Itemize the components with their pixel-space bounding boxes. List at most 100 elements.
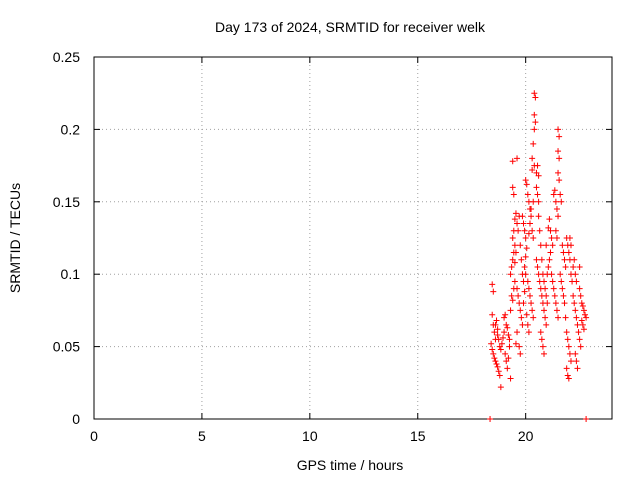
- data-point: [519, 213, 526, 220]
- data-point: [488, 340, 495, 347]
- data-point: [536, 227, 543, 234]
- data-point: [521, 227, 528, 234]
- data-point: [531, 111, 538, 118]
- data-point: [552, 227, 559, 234]
- data-point: [567, 358, 574, 365]
- data-point: [489, 311, 496, 318]
- chart-title: Day 173 of 2024, SRMTID for receiver wel…: [215, 19, 486, 35]
- data-point: [551, 292, 558, 299]
- data-point: [530, 140, 537, 147]
- data-point: [571, 300, 578, 307]
- data-point: [524, 321, 531, 328]
- data-point: [558, 198, 565, 205]
- data-point: [490, 288, 497, 295]
- data-point: [565, 343, 572, 350]
- data-point: [494, 332, 501, 339]
- data-point: [511, 259, 518, 266]
- data-point: [543, 321, 550, 328]
- data-point: [562, 314, 569, 321]
- y-tick-label: 0.05: [53, 339, 80, 355]
- data-point: [566, 350, 573, 357]
- data-point: [548, 235, 555, 241]
- data-point: [491, 329, 498, 336]
- data-point: [525, 329, 532, 336]
- data-point: [537, 285, 544, 292]
- data-point: [506, 336, 513, 343]
- data-point: [573, 278, 580, 285]
- data-point: [523, 311, 530, 318]
- data-point: [564, 336, 571, 343]
- data-point: [552, 300, 559, 307]
- data-point: [521, 263, 528, 270]
- data-point: [515, 227, 522, 234]
- data-point: [494, 363, 501, 370]
- data-point: [497, 384, 504, 391]
- data-point: [538, 292, 545, 299]
- data-point: [555, 314, 562, 321]
- data-point: [572, 350, 579, 357]
- data-point: [501, 329, 508, 336]
- y-axis-label: SRMTID / TECUs: [7, 183, 23, 293]
- data-point: [577, 292, 584, 299]
- data-point: [500, 334, 507, 341]
- data-point: [487, 416, 494, 422]
- y-tick-label: 0.15: [53, 194, 80, 210]
- data-point: [526, 220, 533, 227]
- data-point: [523, 245, 530, 252]
- data-point: [525, 285, 532, 292]
- y-tick-label: 0.25: [53, 49, 80, 65]
- data-point: [565, 375, 572, 382]
- data-point: [508, 292, 515, 299]
- data-point: [511, 242, 518, 249]
- data-point: [517, 350, 524, 357]
- data-point: [565, 249, 572, 256]
- data-point: [495, 368, 502, 375]
- data-point: [509, 235, 516, 241]
- data-point: [501, 314, 508, 321]
- data-point: [498, 340, 505, 347]
- data-point: [571, 256, 578, 263]
- data-point: [536, 278, 543, 285]
- data-point: [523, 181, 530, 188]
- data-point: [537, 329, 544, 336]
- data-point: [514, 220, 521, 227]
- x-tick-label: 0: [90, 428, 98, 444]
- data-point: [495, 336, 502, 343]
- data-point: [534, 263, 541, 270]
- data-point: [551, 187, 558, 194]
- data-point: [522, 253, 529, 260]
- data-point: [542, 314, 549, 321]
- x-tick-label: 10: [302, 428, 318, 444]
- data-point: [578, 317, 585, 324]
- data-point: [557, 191, 564, 198]
- data-point: [574, 321, 581, 328]
- data-point: [532, 94, 539, 101]
- data-point: [521, 288, 528, 295]
- plot-area-border: [93, 56, 613, 420]
- data-point: [517, 242, 524, 249]
- data-point: [526, 292, 533, 299]
- data-point: [573, 358, 580, 365]
- data-point: [504, 365, 511, 372]
- data-point: [502, 311, 509, 318]
- data-point: [534, 191, 541, 198]
- data-point: [520, 300, 527, 307]
- data-point: [509, 158, 516, 165]
- data-point: [567, 242, 574, 249]
- data-point: [534, 162, 541, 169]
- data-point: [541, 307, 548, 314]
- data-point: [518, 256, 525, 263]
- data-point: [502, 350, 509, 357]
- data-point: [559, 285, 566, 292]
- data-point: [570, 292, 577, 299]
- data-point: [492, 321, 499, 328]
- data-point: [509, 297, 516, 304]
- data-point: [490, 350, 497, 357]
- data-point: [545, 263, 552, 270]
- data-point: [514, 329, 521, 336]
- data-point: [522, 177, 529, 184]
- data-points: [487, 90, 590, 422]
- data-point: [583, 416, 590, 422]
- data-point: [512, 340, 519, 347]
